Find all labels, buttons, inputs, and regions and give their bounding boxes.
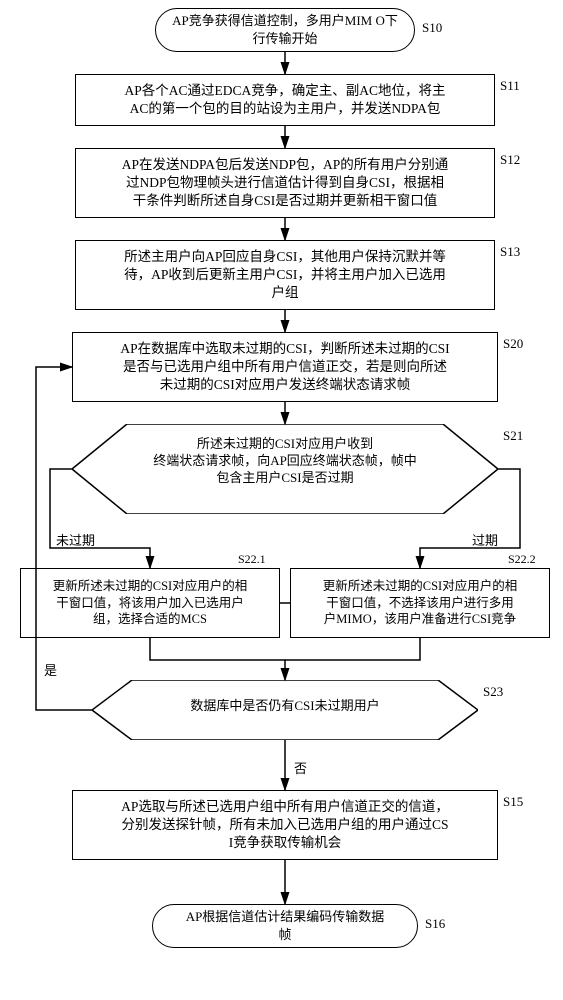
tag-s11: S11 [500,78,520,94]
process-s12: AP在发送NDPA包后发送NDP包，AP的所有用户分别通 过NDP包物理帧头进行… [75,148,495,218]
tag-s16: S16 [425,916,445,932]
terminator-end-text: AP根据信道估计结果编码传输数据 帧 [186,908,385,943]
tag-s13: S13 [500,244,520,260]
tag-s15: S15 [503,794,523,810]
terminator-end: AP根据信道估计结果编码传输数据 帧 [152,904,418,948]
process-s11-text: AP各个AC通过EDCA竞争，确定主、副AC地位，将主 AC的第一个包的目的站设… [124,82,445,118]
tag-s22-2: S22.2 [508,552,536,567]
edge-label-s23-yes: 是 [44,660,57,679]
process-s11: AP各个AC通过EDCA竞争，确定主、副AC地位，将主 AC的第一个包的目的站设… [75,74,495,126]
tag-s12: S12 [500,152,520,168]
process-s22-1: 更新所述未过期的CSI对应用户的相 干窗口值，将该用户加入已选用户 组，选择合适… [20,568,280,638]
decision-s21-text: 所述未过期的CSI对应用户收到 终端状态请求帧，向AP回应终端状态帧，帧中 包含… [72,436,498,487]
process-s22-2-text: 更新所述未过期的CSI对应用户的相 干窗口值，不选择该用户进行多用 户MIMO，… [323,578,517,629]
tag-s20: S20 [503,336,523,352]
terminator-start-text: AP竞争获得信道控制，多用户MIM O下行传输开始 [166,12,404,47]
process-s22-2: 更新所述未过期的CSI对应用户的相 干窗口值，不选择该用户进行多用 户MIMO，… [290,568,550,638]
process-s13: 所述主用户向AP回应自身CSI，其他用户保持沉默并等 待，AP收到后更新主用户C… [75,240,495,310]
decision-s21: 所述未过期的CSI对应用户收到 终端状态请求帧，向AP回应终端状态帧，帧中 包含… [72,424,498,514]
process-s13-text: 所述主用户向AP回应自身CSI，其他用户保持沉默并等 待，AP收到后更新主用户C… [124,248,446,303]
tag-s22-1: S22.1 [238,552,266,567]
decision-s23: 数据库中是否仍有CSI未过期用户 [92,680,478,740]
process-s22-1-text: 更新所述未过期的CSI对应用户的相 干窗口值，将该用户加入已选用户 组，选择合适… [53,578,247,629]
process-s20-text: AP在数据库中选取未过期的CSI，判断所述未过期的CSI 是否与已选用户组中所有… [120,340,449,395]
tag-s21: S21 [503,428,523,444]
edge-label-s23-no: 否 [294,758,307,777]
decision-s23-text: 数据库中是否仍有CSI未过期用户 [92,698,478,715]
process-s15-text: AP选取与所述已选用户组中所有用户信道正交的信道， 分别发送探针帧，所有未加入已… [121,798,449,853]
tag-s10: S10 [422,20,442,36]
tag-s23: S23 [483,684,503,700]
terminator-start: AP竞争获得信道控制，多用户MIM O下行传输开始 [155,8,415,52]
process-s15: AP选取与所述已选用户组中所有用户信道正交的信道， 分别发送探针帧，所有未加入已… [72,790,498,860]
process-s12-text: AP在发送NDPA包后发送NDP包，AP的所有用户分别通 过NDP包物理帧头进行… [122,156,449,211]
edge-label-s21-right: 过期 [472,530,498,549]
process-s20: AP在数据库中选取未过期的CSI，判断所述未过期的CSI 是否与已选用户组中所有… [72,332,498,402]
edge-label-s21-left: 未过期 [56,530,95,549]
